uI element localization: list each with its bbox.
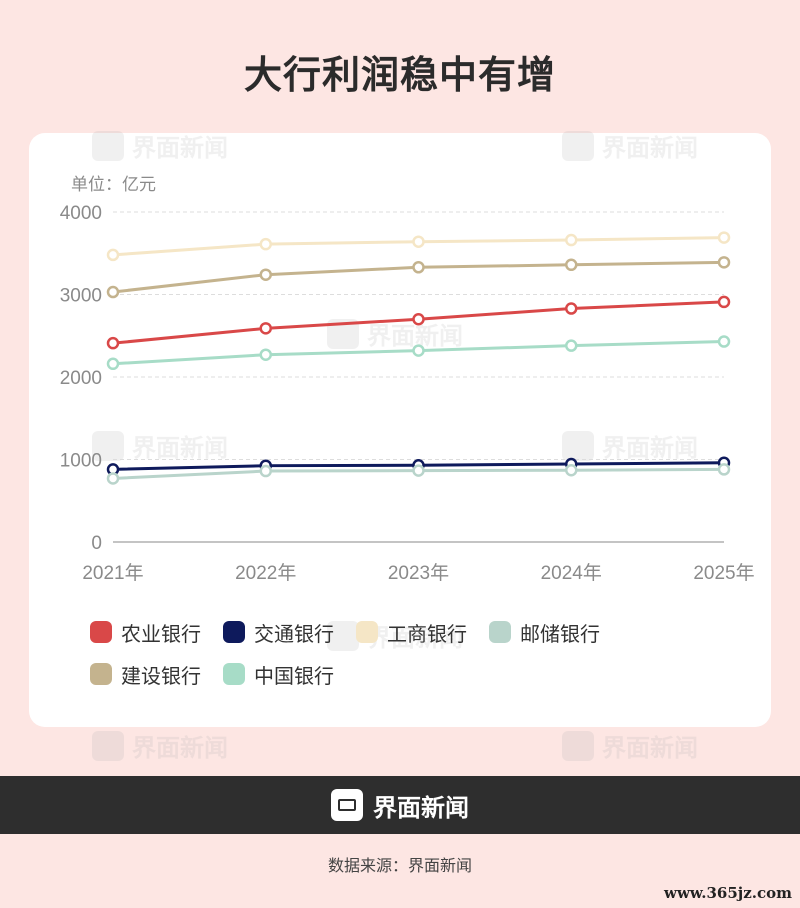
watermark-logo-icon [562,730,594,761]
footer-brand: 界面新闻 [373,793,469,822]
footer-bar: 界面新闻 [0,776,800,834]
data-point [106,285,120,299]
legend-label: 农业银行 [121,621,201,646]
data-point [259,348,272,361]
data-point [717,335,731,348]
data-point [717,295,731,309]
legend-label: 中国银行 [254,663,334,688]
watermark: 界面新闻 [562,128,698,163]
watermark-text: 界面新闻 [602,434,698,462]
watermark-text: 界面新闻 [367,322,463,350]
data-point [565,258,578,272]
y-tick-label: 1000 [60,451,102,472]
watermark-text: 界面新闻 [367,624,463,652]
legend-label: 建设银行 [121,663,201,688]
legend-item: 工商银行 [356,620,467,646]
data-point [565,463,578,477]
watermark-text: 界面新闻 [602,134,698,162]
line-chart: 0 1000 2000 3000 4000 2021年 2022年 2023年 2024年 202… [60,203,755,584]
watermark-text: 界面新闻 [132,134,228,162]
x-tick-label: 2024年 [541,562,602,584]
x-tick-label: 2021年 [82,562,143,584]
data-point [412,261,425,274]
legend-swatch [90,663,112,685]
legend-item: 交通银行 [223,620,334,646]
data-point [717,256,731,269]
data-point [106,248,120,262]
x-tick-label: 2023年 [388,562,449,584]
watermark-logo-icon [92,730,124,761]
legend-swatch [223,621,245,643]
data-point [565,302,578,315]
data-point [106,336,120,350]
watermark-logo-icon [92,130,124,161]
watermark: 界面新闻 [562,728,698,763]
legend-swatch [90,621,112,643]
watermark-logo-icon [562,130,594,161]
watermark: 界面新闻 [92,128,228,163]
chart-legend: 农业银行 交通银行 工商银行 邮储银行建设银行 中国银行 [90,620,730,688]
legend-swatch [223,663,245,685]
watermark: 界面新闻 [327,618,463,653]
watermark-text: 界面新闻 [132,734,228,762]
data-point [412,344,425,357]
y-tick-label: 3000 [60,286,102,307]
watermark-text: 界面新闻 [602,734,698,762]
data-point [259,464,272,478]
watermark: 界面新闻 [92,728,228,763]
legend-label: 邮储银行 [520,621,600,646]
data-point [259,237,272,251]
watermark-logo-icon [327,620,359,651]
y-tick-label: 4000 [60,203,102,224]
chart-card [29,133,771,727]
data-point [412,313,425,326]
watermark-logo-icon [562,430,594,461]
data-point [412,235,425,248]
legend-swatch [356,621,378,643]
legend-item: 中国银行 [223,662,334,688]
data-point [412,464,425,477]
y-axis-unit-label: 单位：亿元 [71,175,156,195]
data-point [259,322,272,335]
data-point [106,357,120,371]
site-watermark: www.365jz.com [664,884,792,902]
data-point [717,231,731,244]
data-point [106,472,120,485]
legend-item: 农业银行 [90,620,201,646]
y-tick-label: 0 [91,533,102,554]
legend-label: 交通银行 [254,621,334,646]
legend-label: 工商银行 [387,621,467,646]
data-point [259,268,272,281]
data-point [565,339,578,352]
legend-item: 建设银行 [90,662,201,688]
watermark: 界面新闻 [562,428,698,463]
data-point [717,463,731,476]
watermark-logo-icon [92,430,124,461]
legend-item: 邮储银行 [489,620,600,646]
data-source: 数据来源：界面新闻 [327,856,472,875]
y-tick-label: 2000 [60,368,102,389]
data-point [565,233,578,247]
x-tick-label: 2022年 [235,562,296,584]
watermark-text: 界面新闻 [132,434,228,462]
chart-title: 大行利润稳中有增 [243,53,556,97]
x-tick-label: 2025年 [693,562,754,584]
legend-swatch [489,621,511,643]
watermark: 界面新闻 [92,428,228,463]
brand-logo-icon [331,789,363,821]
